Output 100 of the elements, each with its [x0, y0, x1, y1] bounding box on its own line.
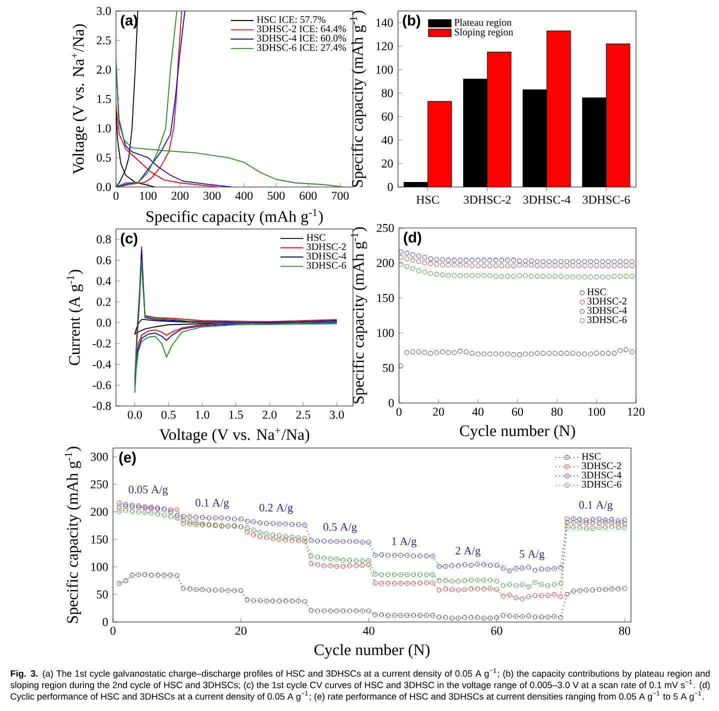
x-tick-label: 100 — [588, 408, 606, 416]
point — [428, 271, 433, 276]
point — [582, 352, 588, 356]
point — [487, 263, 492, 268]
point — [482, 258, 486, 263]
y-axis-title: Specific capacity (mAh g$^{-1}$) — [350, 227, 368, 404]
y-tick-label: 40 — [382, 136, 393, 144]
y-tick-label: 2.0 — [96, 66, 111, 74]
point — [612, 263, 617, 268]
point — [564, 274, 570, 280]
y-tick-label: 200 — [90, 508, 108, 516]
legend-label: Plateau region — [454, 18, 512, 28]
point — [624, 347, 629, 352]
point — [487, 273, 492, 278]
x-tick-label: 60 — [512, 408, 524, 416]
point — [404, 256, 410, 262]
annotation: 0.1 A/g — [579, 501, 613, 512]
point — [446, 262, 451, 268]
x-tick-label: 500 — [268, 192, 285, 200]
legend-label: 3DHSC-6 — [306, 262, 346, 269]
point — [618, 259, 623, 264]
annotation: 1 A/g — [392, 538, 417, 548]
point — [552, 350, 558, 356]
point — [499, 258, 504, 263]
point — [446, 273, 451, 278]
point — [624, 259, 629, 264]
y-tick-label: 0.6 — [96, 256, 111, 264]
y-tick-label: 0 — [102, 618, 108, 626]
point — [416, 268, 422, 274]
point — [422, 270, 428, 274]
y-axis-title: Specific capacity (mAh g$^{-1}$) — [64, 446, 82, 623]
point — [606, 259, 611, 264]
annotation: 0.2 A/g — [260, 504, 293, 514]
point — [517, 262, 522, 268]
bar — [606, 44, 630, 187]
x-tick-label: 3DHSC-6 — [582, 196, 630, 204]
point — [416, 259, 422, 264]
point — [630, 259, 634, 264]
point — [552, 263, 558, 268]
legend-label: 3DHSC-4 — [306, 252, 346, 260]
x-axis-title: Specific capacity (mAh g$^{-1}$) — [146, 208, 323, 226]
point — [606, 350, 611, 356]
point — [493, 352, 498, 356]
point — [588, 274, 593, 280]
point — [594, 259, 599, 264]
point — [476, 273, 480, 278]
y-tick-label: 50 — [382, 364, 394, 372]
point — [464, 258, 469, 263]
y-tick-label: 300 — [90, 452, 108, 461]
point — [576, 263, 582, 268]
legend-label: 3DHSC-4 ICE: 60.0% — [257, 34, 346, 42]
point — [505, 263, 510, 268]
x-tick-label: 20 — [235, 626, 246, 635]
legend-label: 3DHSC-2 — [306, 243, 346, 250]
point — [404, 250, 410, 256]
x-tick-label: 40 — [472, 408, 484, 416]
point — [499, 352, 504, 356]
y-tick-label: -0.8 — [92, 402, 111, 410]
y-tick-label: 0 — [388, 398, 394, 408]
y-tick-label: 2.5 — [96, 36, 111, 44]
point — [570, 263, 576, 268]
y-axis-title: Voltage (V vs. Na$^{+}$/Na) — [72, 24, 88, 174]
x-tick-label: 3.0 — [330, 410, 344, 419]
y-tick-label: 0.4 — [96, 276, 112, 286]
point — [534, 259, 540, 264]
y-tick-label: 0.2 — [96, 298, 111, 306]
y-tick-label: 0.5 — [96, 154, 111, 162]
point — [600, 350, 605, 356]
point — [534, 274, 540, 279]
point — [552, 259, 558, 264]
x-tick-label: 0.5 — [161, 410, 176, 419]
point — [446, 350, 451, 355]
point — [428, 256, 433, 262]
y-tick-label: 0 — [388, 182, 393, 192]
point — [440, 262, 445, 268]
point — [428, 350, 433, 356]
x-tick-label: 0 — [113, 192, 119, 200]
point — [522, 352, 528, 356]
y-tick-label: 50 — [96, 590, 108, 599]
point — [582, 263, 588, 268]
point — [452, 258, 457, 263]
point — [476, 258, 480, 263]
x-tick-label: 3DHSC-4 — [523, 196, 571, 204]
x-tick-label: 0 — [396, 408, 402, 416]
point — [624, 263, 629, 268]
legend-label: 3DHSC-4 — [582, 472, 622, 478]
point — [464, 262, 469, 268]
x-tick-label: 2.5 — [296, 410, 310, 419]
point — [594, 350, 599, 356]
x-tick-label: 120 — [628, 408, 645, 416]
point — [422, 260, 428, 266]
x-axis-title: Cycle number (N) — [460, 424, 575, 440]
point — [440, 257, 445, 262]
point — [534, 263, 540, 268]
point — [464, 273, 469, 278]
y-tick-label: 3.0 — [96, 6, 111, 16]
point — [546, 274, 552, 279]
y-tick-label: 0.0 — [96, 318, 111, 327]
point — [404, 264, 410, 269]
point — [564, 350, 570, 356]
